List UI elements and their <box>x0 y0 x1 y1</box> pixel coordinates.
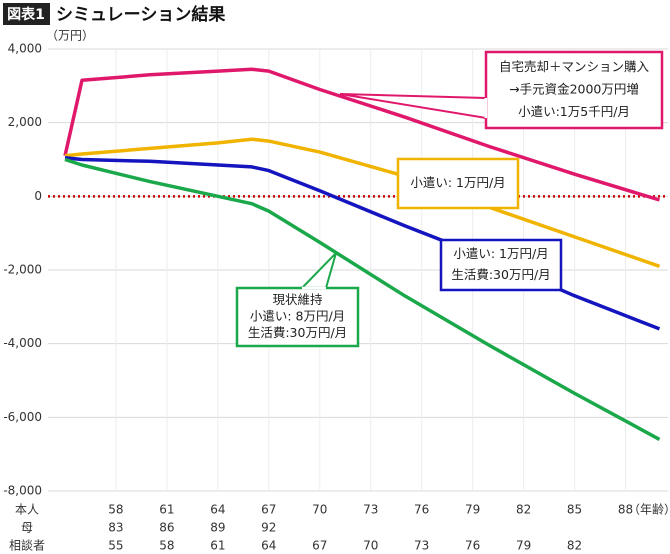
callout-text: 小遣い: 1万円/月 <box>453 246 548 261</box>
age-label: 82 <box>567 539 582 553</box>
callout-text: 生活費:30万円/月 <box>248 325 347 340</box>
x-tick-label: 76 <box>414 503 429 517</box>
y-unit: （万円） <box>46 29 94 43</box>
age-label: 61 <box>210 539 225 553</box>
y-tick-label: -4,000 <box>3 336 42 350</box>
age-label: 67 <box>312 539 327 553</box>
y-tick-label: 4,000 <box>8 42 42 56</box>
x-tick-label: 82 <box>516 503 531 517</box>
callout-box <box>439 238 563 292</box>
row-label: 母 <box>21 521 33 535</box>
age-label: 89 <box>210 521 225 535</box>
age-label: 92 <box>261 521 276 535</box>
callout-text: 小遣い: 1万円/月 <box>410 175 505 190</box>
series-line <box>64 157 661 441</box>
callout-text: →手元資金2000万円増 <box>509 82 639 97</box>
badge-bg <box>3 3 50 25</box>
x-tick-label: 58 <box>108 503 123 517</box>
age-label: 55 <box>108 539 123 553</box>
callout-text: 生活費:30万円/月 <box>451 267 550 282</box>
callout-text: 現状維持 <box>272 292 322 307</box>
callout-text: 自宅売却＋マンション購入 <box>499 59 650 74</box>
age-label: 70 <box>363 539 378 553</box>
y-tick-label: -2,000 <box>3 263 42 277</box>
series-line <box>63 67 661 202</box>
x-tick-label: 79 <box>465 503 480 517</box>
callout-text: 小遣い:1万5千円/月 <box>518 104 630 119</box>
x-tick-label: 61 <box>159 503 174 517</box>
age-label: 64 <box>261 539 276 553</box>
y-tick-label: 2,000 <box>8 115 42 129</box>
callout-text: 小遣い: 8万円/月 <box>250 309 345 324</box>
row-label: 相談者 <box>9 538 45 553</box>
age-label: 58 <box>159 539 174 553</box>
callout-pointer <box>339 93 487 120</box>
age-label: 73 <box>414 539 429 553</box>
badge: 図表1 <box>7 6 45 23</box>
x-tick-label: 85 <box>567 503 582 517</box>
row-label: 本人 <box>15 503 39 517</box>
chart-title: シミュレーション結果 <box>56 4 225 25</box>
callout-box <box>396 157 520 210</box>
age-label: 76 <box>465 539 480 553</box>
x-tick-label: 70 <box>312 503 327 517</box>
age-label: 86 <box>159 521 174 535</box>
y-tick-label: 0 <box>34 189 42 203</box>
y-tick-label: -6,000 <box>3 410 42 424</box>
age-label: 83 <box>108 521 123 535</box>
x-unit: （年齢） <box>628 502 670 517</box>
x-tick-label: 64 <box>210 503 225 517</box>
y-tick-label: -8,000 <box>3 484 42 498</box>
series-line <box>64 137 661 268</box>
age-label: 79 <box>516 539 531 553</box>
callout-box <box>235 286 360 348</box>
x-tick-label: 67 <box>261 503 276 517</box>
x-tick-label: 88 <box>618 503 633 517</box>
callout-box <box>484 50 664 130</box>
x-tick-label: 73 <box>363 503 378 517</box>
